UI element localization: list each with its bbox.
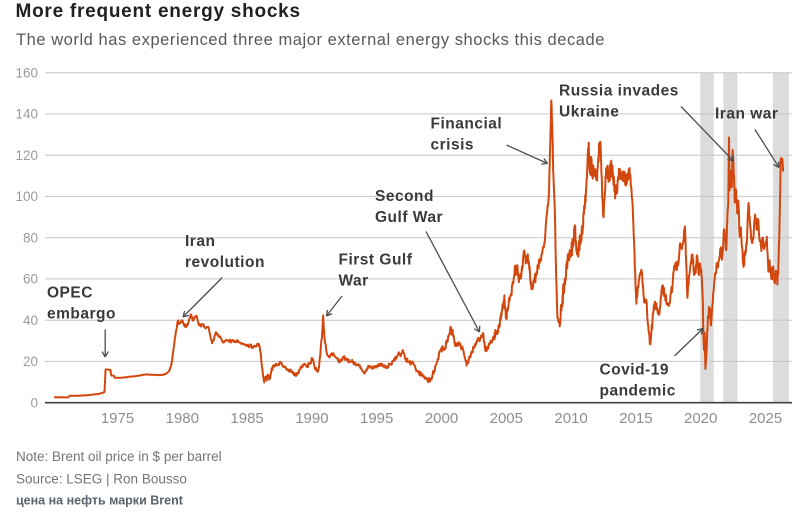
svg-text:60: 60 [23, 272, 38, 287]
svg-text:Iran: Iran [185, 233, 215, 250]
svg-text:pandemic: pandemic [600, 383, 676, 400]
svg-text:2020: 2020 [684, 410, 717, 427]
svg-text:2000: 2000 [425, 410, 458, 427]
svg-text:1975: 1975 [101, 410, 134, 427]
svg-text:Source: LSEG | Ron Bousso: Source: LSEG | Ron Bousso [16, 472, 187, 487]
svg-text:1995: 1995 [360, 410, 393, 427]
svg-text:Russia invades: Russia invades [559, 83, 679, 100]
svg-text:More frequent energy shocks: More frequent energy shocks [16, 1, 301, 22]
svg-text:1980: 1980 [166, 410, 199, 427]
svg-text:Ukraine: Ukraine [559, 104, 619, 121]
svg-text:The world has experienced thre: The world has experienced three major ex… [16, 31, 605, 49]
svg-text:140: 140 [15, 107, 38, 122]
svg-text:2015: 2015 [619, 410, 652, 427]
svg-text:20: 20 [23, 354, 38, 369]
svg-text:Iran war: Iran war [715, 106, 778, 123]
svg-text:Gulf War: Gulf War [375, 209, 443, 226]
svg-text:цена на нефть марки Brent: цена на нефть марки Brent [16, 494, 184, 508]
svg-text:2010: 2010 [554, 410, 587, 427]
svg-text:1985: 1985 [230, 410, 263, 427]
svg-text:Financial: Financial [431, 116, 503, 133]
svg-text:War: War [339, 273, 369, 290]
svg-text:2025: 2025 [749, 410, 782, 427]
svg-text:revolution: revolution [185, 254, 265, 271]
svg-text:Second: Second [375, 188, 434, 205]
svg-text:First Gulf: First Gulf [339, 252, 413, 269]
svg-text:40: 40 [23, 313, 38, 328]
svg-text:160: 160 [15, 65, 38, 80]
svg-text:embargo: embargo [47, 306, 116, 323]
svg-text:OPEC: OPEC [47, 285, 93, 302]
svg-text:2005: 2005 [490, 410, 523, 427]
svg-text:1990: 1990 [295, 410, 328, 427]
svg-text:120: 120 [15, 148, 38, 163]
svg-text:0: 0 [30, 395, 38, 410]
svg-text:100: 100 [15, 189, 38, 204]
svg-text:80: 80 [23, 230, 38, 245]
svg-text:Covid-19: Covid-19 [600, 362, 669, 379]
svg-text:crisis: crisis [431, 137, 475, 154]
svg-text:Note: Brent oil price in $ per: Note: Brent oil price in $ per barrel [16, 449, 222, 464]
